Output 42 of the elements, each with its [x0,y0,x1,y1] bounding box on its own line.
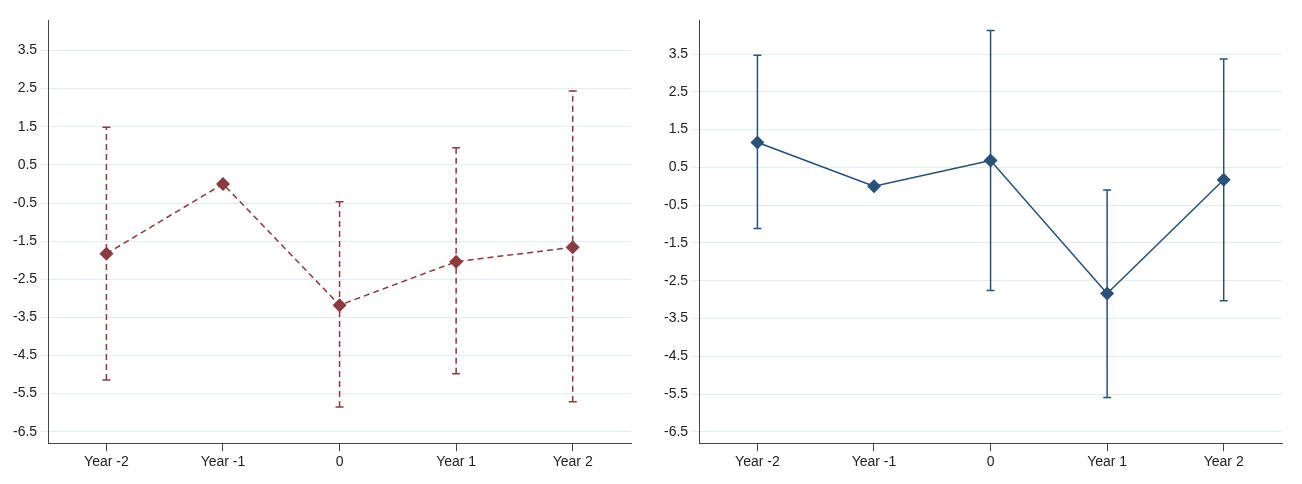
y-tick-label: -5.5 [13,384,38,401]
x-tick-label: Year 2 [1203,453,1244,470]
y-tick-label: -2.5 [13,270,38,287]
y-tick-label: -3.5 [664,309,689,326]
y-tick-label: 1.5 [17,117,38,134]
y-tick-label: 0.5 [668,158,689,175]
y-tick-label: -6.5 [664,422,689,439]
y-tick-label: -3.5 [13,308,38,325]
y-tick-label: -4.5 [664,347,689,364]
point [1100,286,1115,301]
point [983,153,998,168]
point [565,240,580,255]
y-tick-label: 0.5 [17,155,38,172]
point [99,246,114,261]
y-tick-label: -6.5 [13,422,38,439]
point [215,176,230,191]
x-tick-label: 0 [986,453,995,470]
y-tick-label: -0.5 [664,196,689,213]
y-tick-label: 2.5 [668,82,689,99]
y-tick-label: 1.5 [668,120,689,137]
point [449,254,464,269]
x-tick-label: Year 2 [552,453,593,470]
point [1216,172,1231,187]
y-tick-label: -2.5 [664,271,689,288]
x-tick-label: Year -2 [735,453,780,470]
y-tick-label: -1.5 [664,233,689,250]
x-tick-label: Year -2 [84,453,129,470]
y-tick-label: 2.5 [17,79,38,96]
y-tick-label: 3.5 [17,41,38,58]
x-tick-label: Year -1 [200,453,246,470]
x-tick-label: 0 [335,453,344,470]
y-tick-label: -4.5 [13,346,38,363]
y-tick-label: 3.5 [668,44,689,61]
point [866,179,881,194]
x-tick-label: Year 1 [436,453,477,470]
y-tick-label: -1.5 [13,231,38,248]
x-tick-label: Year 1 [1087,453,1128,470]
y-tick-label: -0.5 [13,193,38,210]
x-tick-label: Year -1 [851,453,897,470]
y-tick-label: -5.5 [664,384,689,401]
point [750,135,765,150]
point [332,298,347,313]
